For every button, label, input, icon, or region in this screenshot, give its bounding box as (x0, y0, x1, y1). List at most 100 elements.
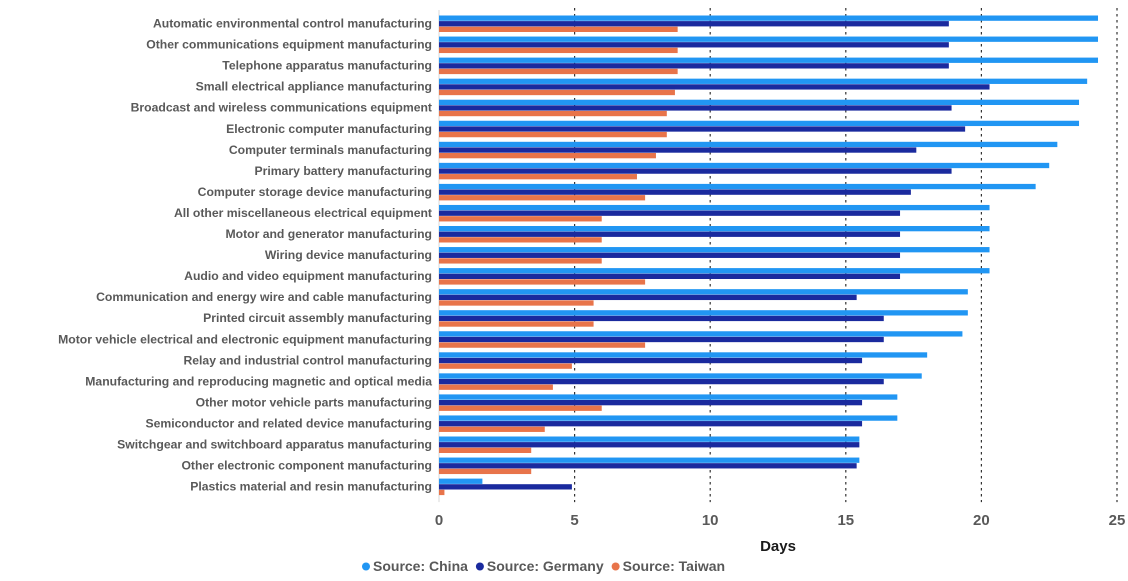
bar-source-germany-21[interactable] (439, 463, 857, 469)
bar-source-china-18[interactable] (439, 394, 898, 400)
bar-source-china-14[interactable] (439, 310, 968, 316)
bar-source-china-4[interactable] (439, 99, 1080, 105)
bar-source-taiwan-3[interactable] (439, 89, 675, 96)
bar-source-germany-6[interactable] (439, 147, 917, 153)
bar-source-china-20[interactable] (439, 436, 860, 442)
bar-source-taiwan-2[interactable] (439, 68, 678, 75)
bar-source-taiwan-1[interactable] (439, 47, 678, 54)
category-label: Switchgear and switchboard apparatus man… (117, 438, 432, 452)
category-label: Communication and energy wire and cable … (96, 290, 432, 304)
bar-source-taiwan-10[interactable] (439, 237, 602, 243)
bar-source-germany-16[interactable] (439, 357, 863, 364)
bar-source-china-21[interactable] (439, 457, 860, 463)
bar-source-germany-2[interactable] (439, 63, 949, 69)
legend-marker (362, 562, 370, 571)
category-label: Small electrical appliance manufacturing (196, 80, 432, 94)
bar-source-germany-8[interactable] (439, 189, 911, 195)
category-label: Other motor vehicle parts manufacturing (196, 395, 432, 409)
category-label: Automatic environmental control manufact… (153, 17, 432, 31)
category-label: Other communications equipment manufactu… (146, 38, 432, 52)
bar-source-taiwan-4[interactable] (439, 110, 667, 117)
bar-source-taiwan-0[interactable] (439, 26, 678, 32)
bar-source-taiwan-9[interactable] (439, 216, 602, 222)
legend-label: Source: China (373, 558, 468, 574)
bar-source-china-1[interactable] (439, 36, 1099, 42)
bar-source-taiwan-5[interactable] (439, 131, 667, 138)
bar-source-germany-22[interactable] (439, 484, 572, 490)
bar-source-china-3[interactable] (439, 78, 1088, 84)
bar-source-germany-20[interactable] (439, 442, 860, 448)
bar-source-germany-5[interactable] (439, 126, 966, 132)
category-label: Motor and generator manufacturing (225, 227, 432, 241)
legend-marker (475, 562, 484, 571)
bar-source-china-16[interactable] (439, 352, 928, 358)
bar-source-china-13[interactable] (439, 289, 968, 295)
bar-source-taiwan-6[interactable] (439, 153, 656, 159)
category-label: Plastics material and resin manufacturin… (190, 480, 432, 494)
bar-source-taiwan-16[interactable] (439, 363, 572, 369)
bar-source-germany-3[interactable] (439, 84, 990, 90)
bar-source-taiwan-12[interactable] (439, 279, 646, 285)
bar-source-china-12[interactable] (439, 268, 990, 274)
category-label: Electronic computer manufacturing (226, 122, 432, 136)
category-label: Motor vehicle electrical and electronic … (58, 332, 432, 346)
bar-source-germany-4[interactable] (439, 105, 952, 111)
bar-source-china-19[interactable] (439, 415, 898, 421)
bar-source-taiwan-17[interactable] (439, 384, 553, 390)
category-label: Manufacturing and reproducing magnetic a… (85, 374, 432, 388)
bar-source-china-6[interactable] (439, 141, 1058, 148)
bar-source-china-10[interactable] (439, 226, 990, 232)
x-tick-label: 20 (973, 512, 990, 529)
bar-source-taiwan-13[interactable] (439, 300, 594, 306)
bar-source-taiwan-15[interactable] (439, 342, 646, 348)
bar-source-germany-12[interactable] (439, 273, 901, 279)
bar-source-germany-18[interactable] (439, 400, 863, 406)
bar-source-china-11[interactable] (439, 247, 990, 253)
bar-source-china-5[interactable] (439, 120, 1080, 127)
x-tick-label: 0 (435, 512, 443, 529)
bar-source-china-22[interactable] (439, 478, 483, 484)
x-tick-label: 5 (570, 512, 578, 529)
legend: Source: China Source: Germany Source: Taiw… (362, 558, 725, 574)
bar-source-china-17[interactable] (439, 373, 922, 379)
bar-source-germany-15[interactable] (439, 336, 884, 343)
bar-source-china-8[interactable] (439, 183, 1036, 190)
bar-source-germany-11[interactable] (439, 252, 901, 258)
bar-source-taiwan-18[interactable] (439, 405, 602, 411)
category-label: Computer terminals manufacturing (229, 143, 432, 157)
x-tick-label: 10 (702, 512, 719, 529)
bar-source-china-9[interactable] (439, 204, 990, 211)
category-labels: Automatic environmental control manufact… (58, 17, 432, 494)
bar-source-taiwan-22[interactable] (439, 489, 445, 496)
bar-source-germany-0[interactable] (439, 21, 949, 27)
category-label: Computer storage device manufacturing (198, 185, 432, 199)
legend-label: Source: Taiwan (623, 558, 725, 574)
bar-source-germany-10[interactable] (439, 231, 901, 237)
bar-source-taiwan-19[interactable] (439, 426, 545, 432)
bar-source-taiwan-7[interactable] (439, 174, 637, 180)
bar-source-germany-9[interactable] (439, 210, 901, 216)
bar-source-taiwan-14[interactable] (439, 321, 594, 327)
category-label: Telephone apparatus manufacturing (222, 59, 432, 73)
bar-source-germany-13[interactable] (439, 294, 857, 301)
bar-group (439, 15, 1099, 496)
category-label: Primary battery manufacturing (255, 164, 432, 178)
category-label: Printed circuit assembly manufacturing (203, 311, 432, 325)
bar-source-china-0[interactable] (439, 15, 1099, 21)
bar-source-germany-14[interactable] (439, 315, 884, 322)
bar-source-china-2[interactable] (439, 57, 1099, 63)
bar-source-china-7[interactable] (439, 162, 1050, 169)
bar-source-taiwan-21[interactable] (439, 468, 532, 475)
category-label: Relay and industrial control manufacturi… (183, 353, 432, 367)
bar-source-china-15[interactable] (439, 331, 963, 337)
bar-source-germany-17[interactable] (439, 378, 884, 385)
bar-source-germany-19[interactable] (439, 421, 863, 427)
bar-source-taiwan-8[interactable] (439, 195, 646, 201)
bar-source-taiwan-11[interactable] (439, 258, 602, 264)
legend-marker (611, 562, 620, 571)
bar-source-taiwan-20[interactable] (439, 447, 532, 453)
category-label: Audio and video equipment manufacturing (184, 269, 432, 283)
bar-source-germany-1[interactable] (439, 42, 949, 48)
bar-source-germany-7[interactable] (439, 168, 952, 174)
